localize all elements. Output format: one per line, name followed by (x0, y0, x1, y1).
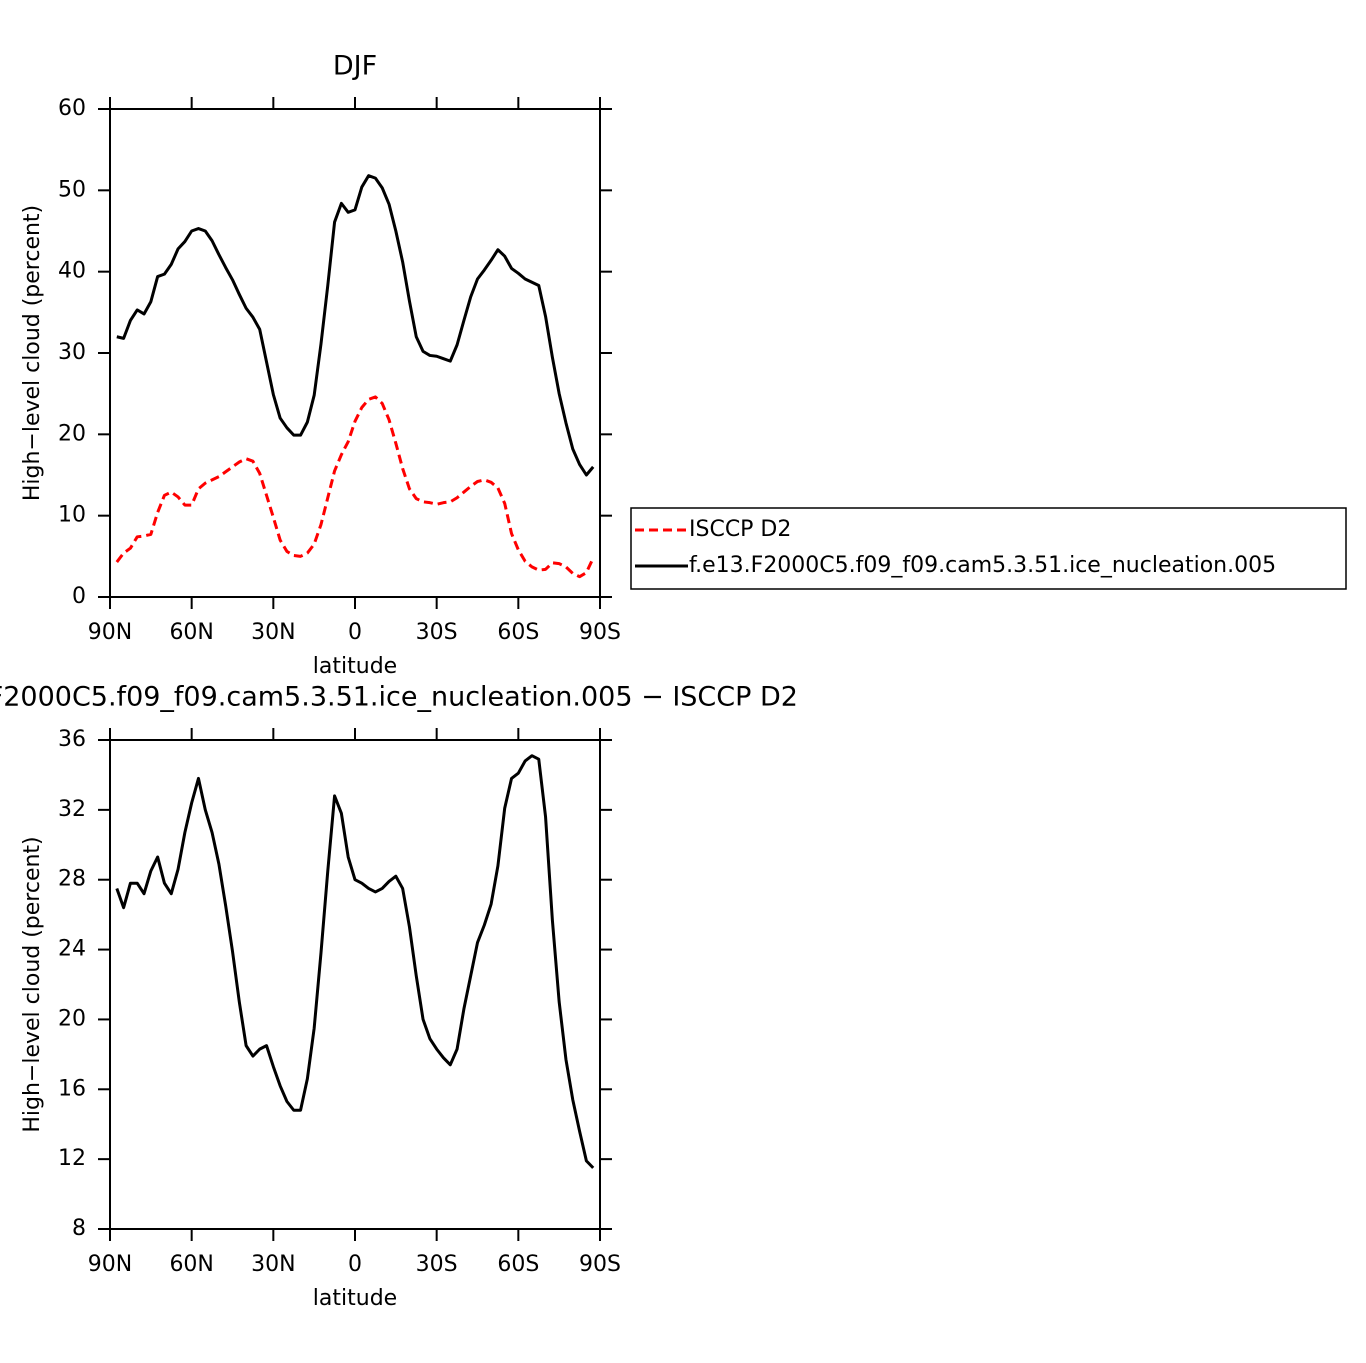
x-tick-label: 60N (169, 620, 213, 645)
x-axis-label: latitude (313, 654, 397, 679)
y-tick-label: 24 (58, 937, 86, 962)
chart-title: DJF (333, 51, 377, 82)
y-tick-label: 12 (58, 1146, 86, 1171)
y-tick-label: 16 (58, 1076, 86, 1101)
y-tick-label: 28 (58, 867, 86, 892)
x-tick-label: 60S (497, 1252, 539, 1277)
y-tick-label: 20 (58, 1006, 86, 1031)
series-line (116, 174, 595, 477)
x-tick-label: 90S (579, 620, 621, 645)
y-axis-label: High−level cloud (percent) (20, 205, 45, 501)
x-tick-label: 30N (251, 1252, 295, 1277)
x-tick-label: 90N (88, 1252, 132, 1277)
x-axis-label: latitude (313, 1286, 397, 1311)
legend-label: ISCCP D2 (689, 517, 791, 542)
x-tick-label: 90S (579, 1252, 621, 1277)
x-tick-label: 0 (348, 620, 362, 645)
plot-frame (109, 739, 601, 1230)
legend-box (630, 507, 1347, 590)
x-tick-label: 60S (497, 620, 539, 645)
x-tick-label: 90N (88, 620, 132, 645)
y-tick-label: 50 (58, 177, 86, 202)
y-tick-label: 32 (58, 797, 86, 822)
series-line (115, 754, 595, 1169)
y-axis-label: High−level cloud (percent) (20, 836, 45, 1132)
y-tick-label: 30 (58, 340, 86, 365)
series-line (115, 395, 595, 579)
x-tick-label: 60N (169, 1252, 213, 1277)
plot-frame (109, 108, 601, 598)
y-tick-label: 20 (58, 421, 86, 446)
x-tick-label: 30S (416, 1252, 458, 1277)
y-tick-label: 40 (58, 259, 86, 284)
y-tick-label: 10 (58, 503, 86, 528)
y-tick-label: 8 (72, 1216, 86, 1241)
y-tick-label: 60 (58, 96, 86, 121)
legend-label: f.e13.F2000C5.f09_f09.cam5.3.51.ice_nucl… (689, 553, 1276, 578)
x-tick-label: 30N (251, 620, 295, 645)
y-tick-label: 36 (58, 727, 86, 752)
x-tick-label: 0 (348, 1252, 362, 1277)
x-tick-label: 30S (416, 620, 458, 645)
y-tick-label: 0 (72, 584, 86, 609)
chart-title: f.e13.F2000C5.f09_f09.cam5.3.51.ice_nucl… (0, 682, 798, 713)
